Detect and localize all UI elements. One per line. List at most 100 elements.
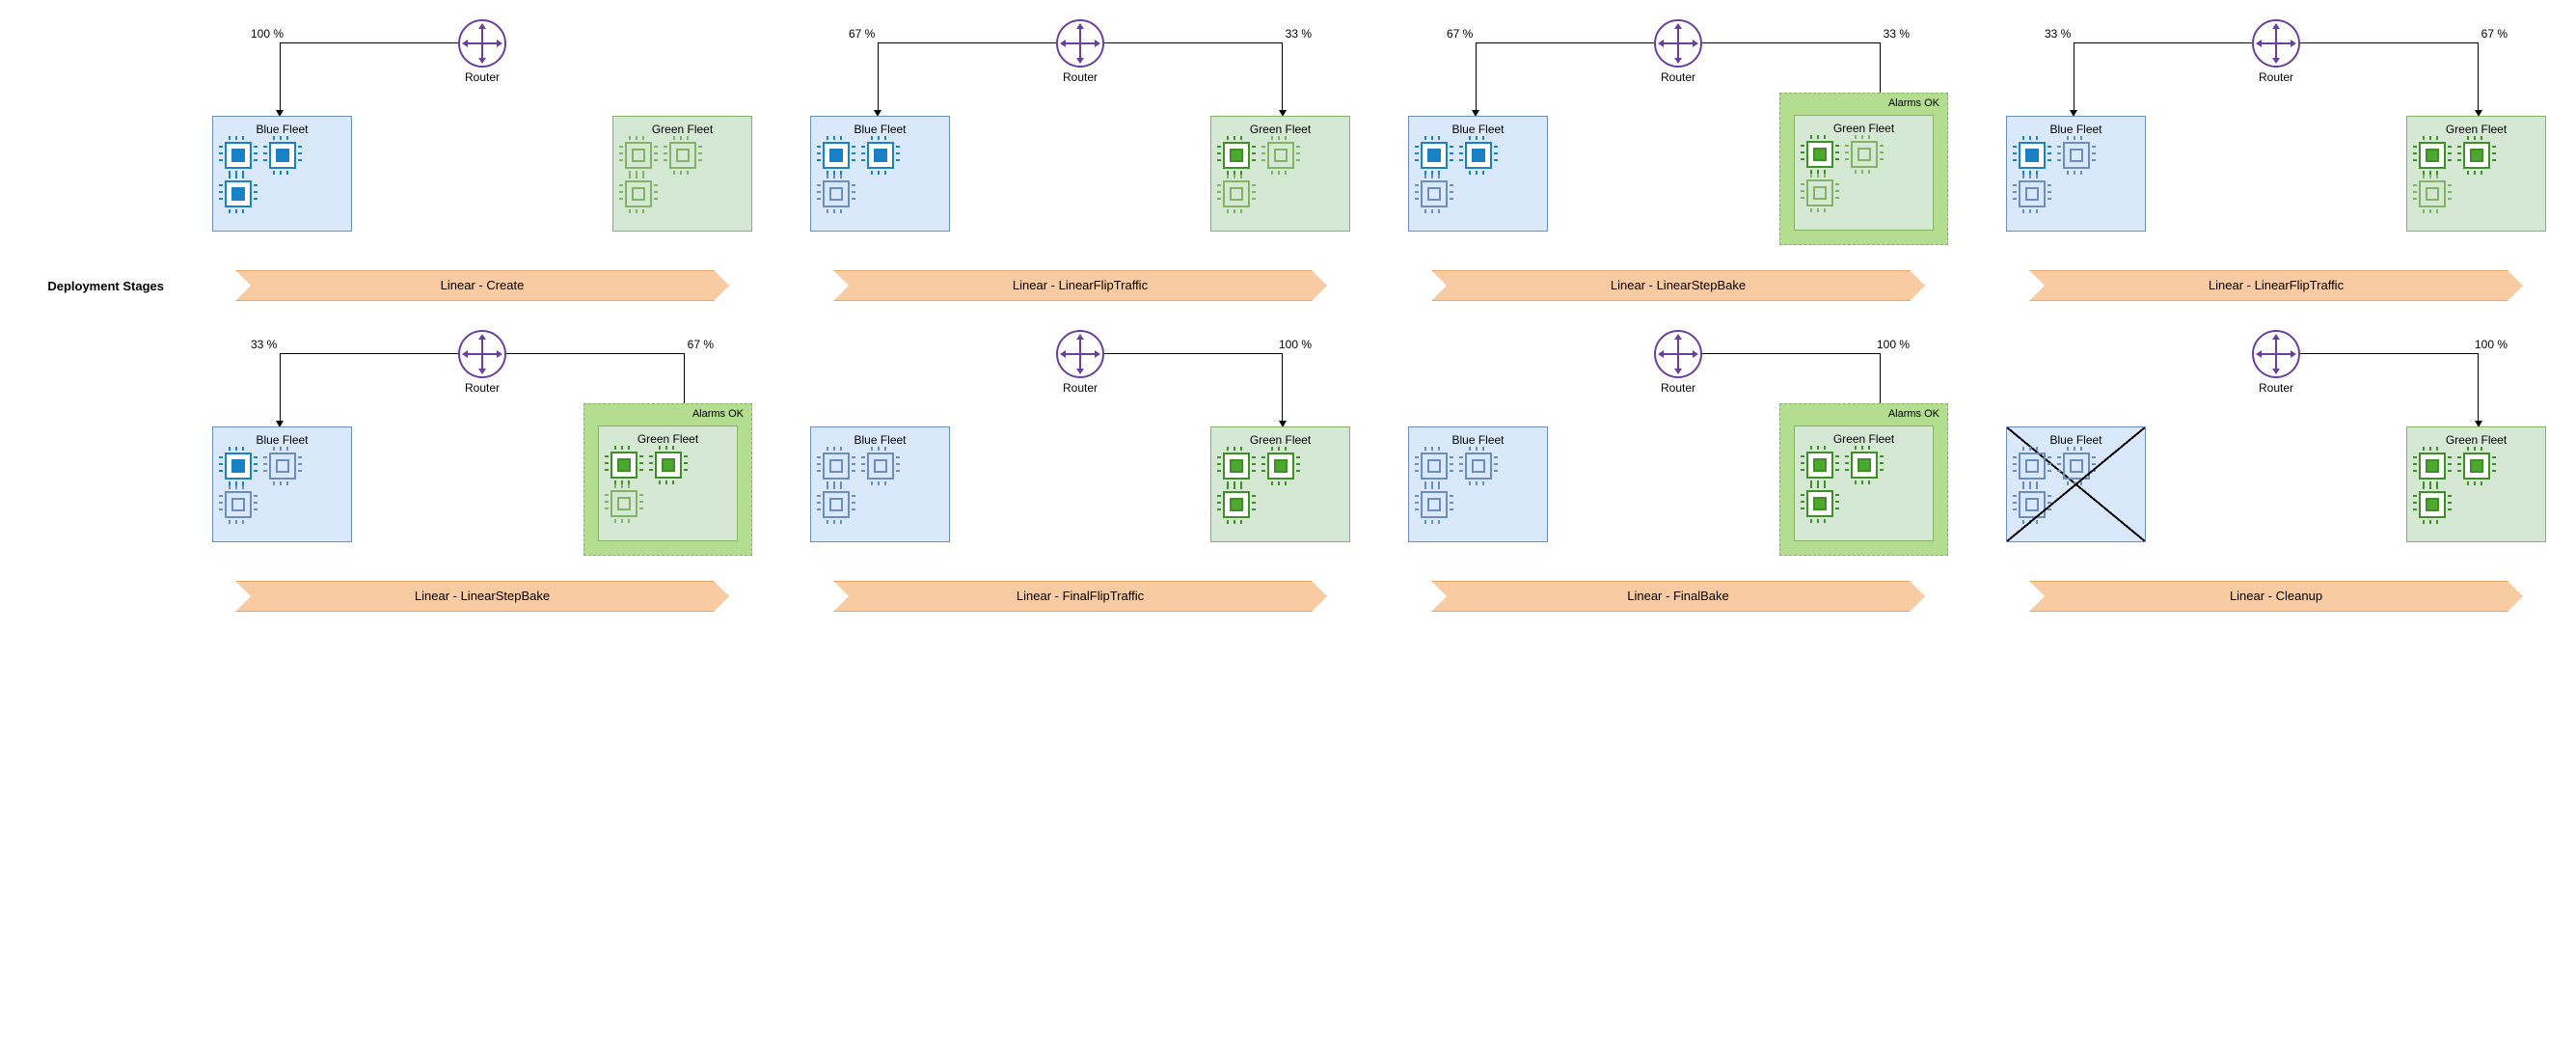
blue-fleet-title: Blue Fleet <box>819 433 941 447</box>
blue-fleet: Blue Fleet <box>2006 116 2146 232</box>
green-fleet: Green Fleet <box>1210 116 1350 232</box>
blue-chip-filled <box>225 180 252 207</box>
router-label: Router <box>2252 381 2300 395</box>
green-chip-filled <box>1223 453 1250 480</box>
green-chip-filled <box>1806 141 1833 168</box>
stage-chevron: Linear - LinearStepBake <box>235 581 729 612</box>
blue-chip-outline <box>269 453 296 480</box>
green-fleet-title: Green Fleet <box>621 123 744 136</box>
router: Router <box>2252 19 2300 84</box>
blue-chip-outline <box>2019 453 2046 480</box>
router: Router <box>1056 330 1104 395</box>
green-fleet: Green Fleet <box>2406 426 2546 542</box>
blue-chip-outline <box>2063 453 2090 480</box>
green-fleet-title: Green Fleet <box>1803 432 1925 446</box>
stage-chevron: Linear - LinearFlipTraffic <box>2029 270 2523 301</box>
green-chip-filled <box>1851 452 1878 479</box>
green-fleet: Green Fleet <box>2406 116 2546 232</box>
stage-chevron: Linear - LinearFlipTraffic <box>833 270 1327 301</box>
green-fleet: Green Fleet <box>1210 426 1350 542</box>
blue-fleet-title: Blue Fleet <box>221 433 343 447</box>
blue-chip-filled <box>225 453 252 480</box>
green-fleet-title: Green Fleet <box>2415 433 2537 447</box>
router: Router <box>1654 19 1702 84</box>
stage-chevron: Linear - FinalFlipTraffic <box>833 581 1327 612</box>
router: Router <box>458 19 506 84</box>
panel-p2: Router67 %33 %Blue FleetGreen Fleet <box>791 19 1369 241</box>
blue-chip-filled <box>225 142 252 169</box>
right-pct: 33 % <box>1884 27 1910 41</box>
panel-p1: Router 100 % Blue Fleet Green Fleet <box>193 19 772 241</box>
router-icon <box>1654 330 1702 378</box>
blue-fleet-title: Blue Fleet <box>819 123 941 136</box>
blue-chip-outline <box>2019 180 2046 207</box>
panel-p6: Router 100 % Blue Fleet Green Fleet <box>791 330 1369 552</box>
blue-fleet-title: Blue Fleet <box>1417 433 1539 447</box>
blue-chip-outline <box>2063 142 2090 169</box>
green-chip-filled <box>1223 491 1250 518</box>
blue-chip-outline <box>823 453 850 480</box>
blue-fleet-title: Blue Fleet <box>2015 433 2137 447</box>
router-label: Router <box>1056 381 1104 395</box>
green-chip-filled <box>2463 453 2490 480</box>
blue-chip-outline <box>1465 453 1492 480</box>
router-icon <box>458 330 506 378</box>
right-pct: 100 % <box>1279 338 1312 351</box>
blue-fleet-title: Blue Fleet <box>1417 123 1539 136</box>
left-pct: 33 % <box>251 338 277 351</box>
blue-chip-outline <box>225 491 252 518</box>
right-pct: 33 % <box>1286 27 1312 41</box>
blue-chip-outline <box>823 180 850 207</box>
deployment-stages-label: Deployment Stages <box>10 270 174 301</box>
router-label: Router <box>2252 70 2300 84</box>
green-chip-filled <box>1806 490 1833 517</box>
router-icon <box>1654 19 1702 68</box>
alarms-ok-label: Alarms OK <box>692 408 744 420</box>
router-icon <box>2252 330 2300 378</box>
router-icon <box>458 19 506 68</box>
blue-chip-outline <box>2019 491 2046 518</box>
green-fleet: Green Fleet <box>1794 425 1934 541</box>
green-chip-outline <box>1806 179 1833 206</box>
router: Router <box>1654 330 1702 395</box>
green-chip-filled <box>610 452 637 479</box>
green-chip-outline <box>625 142 652 169</box>
panel-p8: Router 100 % Blue Fleet Green Fleet <box>1987 330 2565 552</box>
left-pct: 67 % <box>1447 27 1473 41</box>
green-fleet-title: Green Fleet <box>1219 433 1342 447</box>
green-chip-filled <box>655 452 682 479</box>
green-chip-filled <box>1223 142 1250 169</box>
router-label: Router <box>1056 70 1104 84</box>
blue-chip-outline <box>1421 491 1448 518</box>
alarms-ok-label: Alarms OK <box>1888 97 1939 109</box>
green-chip-outline <box>1851 141 1878 168</box>
blue-fleet: Blue Fleet <box>212 116 352 232</box>
right-pct: 67 % <box>688 338 714 351</box>
green-chip-outline <box>610 490 637 517</box>
blue-chip-outline <box>1421 453 1448 480</box>
green-chip-outline <box>2419 180 2446 207</box>
green-chip-filled <box>1267 453 1294 480</box>
panel-p5: Router 33 % 67 % Blue Fleet Alarms OK Green F… <box>193 330 772 552</box>
blue-fleet: Blue Fleet <box>1408 426 1548 542</box>
green-chip-filled <box>2419 142 2446 169</box>
stage-chevron: Linear - Create <box>235 270 729 301</box>
green-fleet-title: Green Fleet <box>607 432 729 446</box>
stage-chevron: Linear - Cleanup <box>2029 581 2523 612</box>
blue-fleet-title: Blue Fleet <box>2015 123 2137 136</box>
green-chip-outline <box>625 180 652 207</box>
blue-fleet: Blue Fleet <box>810 426 950 542</box>
router: Router <box>2252 330 2300 395</box>
left-pct: 100 % <box>251 27 284 41</box>
blue-chip-filled <box>823 142 850 169</box>
router-label: Router <box>1654 381 1702 395</box>
blue-fleet: Blue Fleet <box>2006 426 2146 542</box>
right-pct: 100 % <box>2475 338 2508 351</box>
router-icon <box>2252 19 2300 68</box>
alarms-ok-box: Alarms OKGreen Fleet <box>1779 403 1948 556</box>
blue-chip-filled <box>1465 142 1492 169</box>
blue-chip-outline <box>823 491 850 518</box>
blue-chip-filled <box>2019 142 2046 169</box>
router: Router <box>458 330 506 395</box>
blue-chip-outline <box>1421 180 1448 207</box>
